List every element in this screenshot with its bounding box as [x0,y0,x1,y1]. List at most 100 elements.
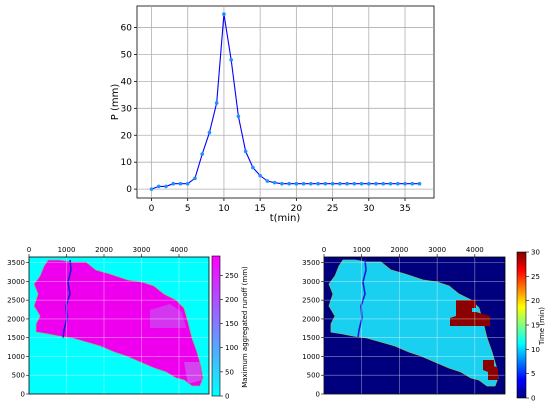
x-tick-label: 15 [254,204,265,214]
line-chart-y-ticks: 0 10 20 30 40 50 60 [121,24,137,195]
rainfall-data-point [193,176,197,181]
rainfall-data-point [280,181,284,186]
runoff-map-frame [28,256,210,395]
time-colorbar-tick-label: 30 [531,249,540,257]
runoff-colorbar-ticks: 0 50 100 150 200 250 [220,272,238,401]
rainfall-data-point [301,181,306,186]
rainfall-data-point [323,181,328,186]
runoff-map-x-tick-label: 3000 [133,246,151,254]
runoff-map-y-tick-label: 1500 [7,334,25,342]
time-map-y-tick-label: 500 [307,372,320,380]
runoff-map-ticks: 0 1000 2000 3000 4000 0 500 1000 1500 2000 2500 300… [7,246,188,399]
rainfall-data-point [185,181,190,186]
rainfall-data-point [352,181,357,186]
y-axis-label: P (mm) [110,84,121,121]
rainfall-data-point [156,184,161,189]
time-map-y-tick-label: 2000 [302,315,320,323]
rainfall-data-point [345,181,349,186]
time-map-x-tick-label: 3000 [428,246,446,254]
runoff-map-y-tick-label: 500 [12,372,25,380]
runoff-colorbar-tick-label: 150 [225,320,238,328]
runoff-colorbar-tick-label: 50 [225,368,234,376]
rainfall-line-chart: 0 5 10 15 20 25 30 35 0 10 20 30 40 50 60 t(min) P (m… [110,5,435,224]
rainfall-data-point [374,181,378,186]
rainfall-data-point [222,12,226,16]
runoff-map-y-tick-label: 3500 [7,259,25,267]
y-tick-label: 0 [126,185,132,195]
rainfall-data-point [164,184,168,189]
runoff-map-x-tick-label: 0 [27,246,31,254]
runoff-colorbar-bar [211,255,221,397]
time-map-x-tick-label: 0 [322,246,326,254]
runoff-map-x-tick-label: 1000 [58,246,76,254]
rainfall-data-point [258,173,262,178]
catchment-runoff [33,259,204,387]
time-map-y-tick-label: 1500 [302,334,320,342]
time-map-x-tick-label: 4000 [466,246,484,254]
line-chart-grid [137,6,434,198]
time-map-y-tick-label: 1000 [302,353,320,361]
y-tick-label: 10 [121,158,133,168]
runoff-map-x-tick-label: 4000 [170,246,188,254]
rainfall-data-point [417,181,422,186]
rainfall-data-point [309,181,313,186]
rainfall-data-point [359,181,364,186]
x-tick-label: 25 [327,204,338,214]
rainfall-data-point [251,165,255,170]
runoff-colorbar-tick-label: 0 [225,393,229,401]
rainfall-data-point [272,180,277,185]
time-colorbar-tick-label: 10 [531,346,540,354]
rainfall-data-point [265,179,270,183]
time-colorbar-tick-label: 5 [531,370,535,378]
rainfall-data-point [294,181,299,186]
time-map-y-tick-label: 3000 [302,278,320,286]
time-colorbar-ticks: 0 5 10 15 20 25 30 [526,249,540,403]
time-colorbar-label: Time (min) [538,307,546,346]
rainfall-data-point [200,152,204,156]
runoff-colorbar: 0 50 100 150 200 250 Maximum aggregated runof… [211,255,249,401]
runoff-map-y-tick-label: 0 [21,391,25,399]
time-map: 0 1000 2000 3000 4000 0 500 1000 1500 2000 2500 300… [302,246,506,399]
rainfall-data-point [171,181,176,186]
time-colorbar-tick-label: 0 [531,395,535,403]
runoff-colorbar-tick-label: 100 [225,344,238,352]
time-map-y-tick-label: 3500 [302,259,320,267]
rainfall-data-point [178,181,183,186]
runoff-map-x-tick-label: 2000 [95,246,113,254]
time-map-y-tick-label: 0 [316,391,320,399]
time-map-x-tick-label: 2000 [391,246,409,254]
runoff-colorbar-tick-label: 250 [225,272,238,280]
runoff-map-y-tick-label: 3000 [7,278,25,286]
line-chart-series [149,12,422,191]
late-time-zone [450,300,490,326]
runoff-low-zone-2 [184,362,202,384]
time-map-frame [323,256,506,395]
rainfall-data-point [287,181,291,186]
y-tick-label: 50 [121,50,133,60]
rainfall-data-point [236,114,241,119]
time-colorbar-tick-label: 20 [531,297,540,305]
time-colorbar-tick-label: 25 [531,273,540,281]
time-colorbar-tick-label: 15 [531,322,540,330]
x-tick-label: 5 [185,204,191,214]
rainfall-data-point [395,181,400,186]
y-tick-label: 20 [121,131,133,141]
runoff-map-y-tick-label: 1000 [7,353,25,361]
rainfall-data-point [403,181,407,186]
time-map-x-tick-label: 1000 [353,246,371,254]
time-colorbar-bar [516,251,527,399]
x-tick-label: 30 [363,204,375,214]
line-chart-plot-area [136,5,435,199]
x-tick-label: 10 [218,204,230,214]
time-map-grid [323,257,505,395]
rainfall-data-point [367,181,371,186]
runoff-colorbar-label: Maximum aggregated runoff (mm) [241,266,249,388]
rainfall-data-point [330,181,335,186]
x-axis-label: t(min) [270,213,301,224]
y-tick-label: 60 [121,24,133,34]
runoff-map: 0 1000 2000 3000 4000 0 500 1000 1500 2000 2500 300… [7,246,210,399]
runoff-low-zone [150,304,186,328]
rainfall-data-point [338,181,342,186]
x-tick-label: 20 [291,204,303,214]
